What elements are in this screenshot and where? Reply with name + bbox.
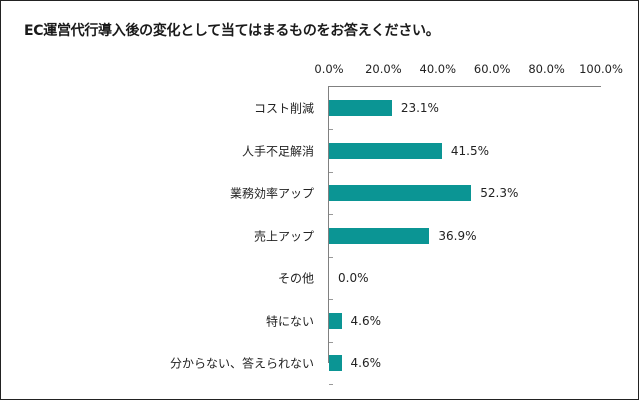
value-label: 41.5% [450,143,489,158]
x-tick-label: 100.0% [579,62,623,76]
bar [329,142,442,159]
category-separator-tick [329,384,333,386]
category-label: コスト削減 [253,101,314,116]
category-label: 分からない、答えられない [169,356,314,371]
category-label: 特にない [265,314,314,328]
bar [329,312,342,329]
bar [329,227,430,244]
value-label: 4.6% [350,313,382,328]
category-separator-tick [329,214,333,216]
category-label: 人手不足解消 [241,144,314,158]
category-separator-tick [329,341,333,343]
bar [329,185,472,201]
value-label: 4.6% [350,356,382,370]
category-label: 業務効率アップ [229,186,314,201]
value-label: 0.0% [338,271,369,285]
value-label: 23.1% [400,101,439,115]
x-tick-label: 60.0% [473,62,511,76]
value-label: 36.9% [438,228,477,243]
x-axis-line [328,86,601,87]
category-label: 売上アップ [253,229,314,243]
bar [329,355,342,371]
chart-title: EC運営代行導入後の変化として当てはまるものをお答えください。 [24,23,440,39]
bar [329,100,392,116]
x-tick-label: 0.0% [314,62,344,76]
category-separator-tick [329,129,333,131]
x-tick-label: 40.0% [419,62,457,76]
value-label: 52.3% [480,186,519,200]
x-tick-label: 20.0% [365,62,402,76]
category-separator-tick [329,256,333,258]
y-axis-line [328,86,329,363]
x-tick-label: 80.0% [528,62,565,76]
category-label: その他 [277,271,314,286]
category-separator-tick [329,171,333,173]
category-separator-tick [329,299,333,301]
